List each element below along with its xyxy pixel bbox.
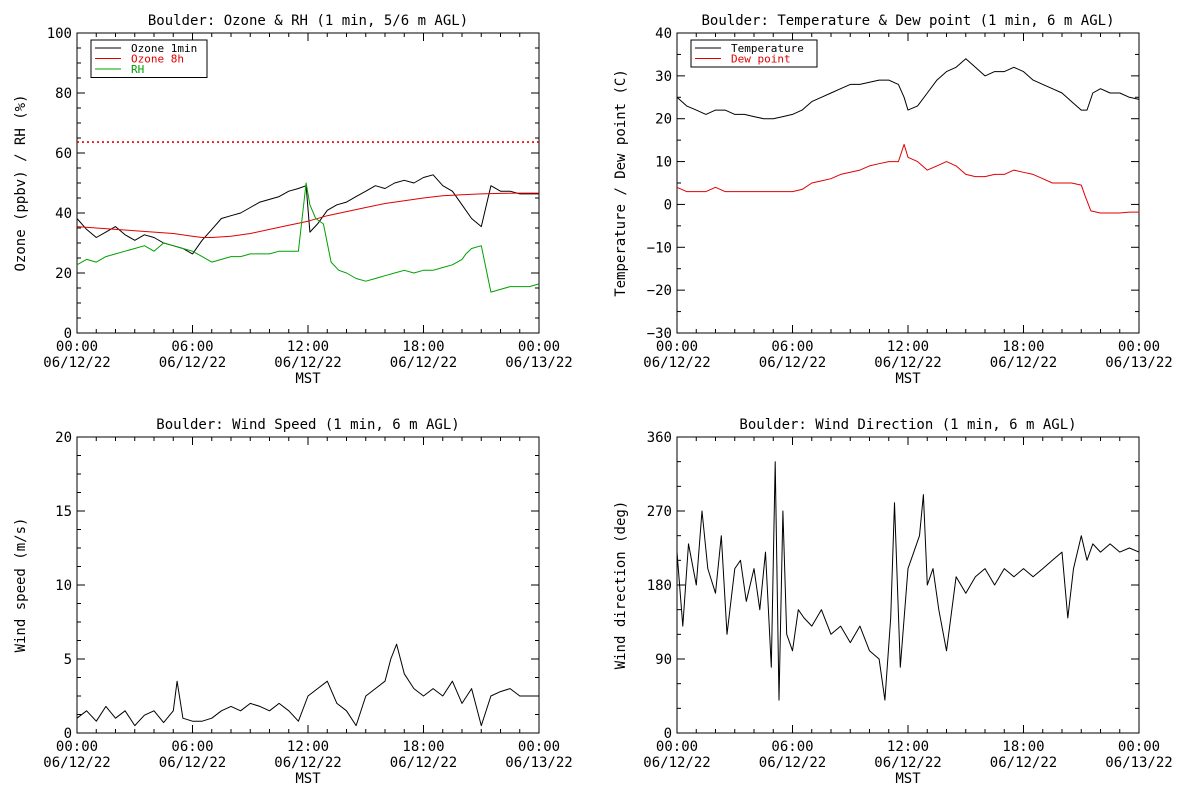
- y-tick-label-0-3: 60: [55, 146, 72, 162]
- plot-frame-2: [76, 436, 540, 734]
- x-tick-date-2-2: 06/12/22: [274, 755, 341, 771]
- y-tick-label-3-2: 180: [647, 578, 672, 594]
- y-tick-label-0-5: 100: [47, 26, 72, 42]
- x-tick-date-0-2: 06/12/22: [274, 355, 341, 371]
- x-tick-time-0-1: 06:00: [171, 339, 213, 355]
- y-tick-label-1-4: 10: [655, 155, 672, 171]
- y-tick-label-1-1: −20: [647, 283, 672, 299]
- x-tick-time-0-2: 12:00: [287, 339, 329, 355]
- x-tick-time-0-3: 18:00: [402, 339, 444, 355]
- y-tick-label-3-1: 90: [655, 652, 672, 668]
- y-tick-label-3-0: 0: [664, 726, 672, 742]
- y-tick-label-2-3: 15: [55, 504, 72, 520]
- x-tick-time-2-2: 12:00: [287, 739, 329, 755]
- x-tick-date-0-3: 06/12/22: [390, 355, 457, 371]
- y-tick-label-2-4: 20: [55, 430, 72, 446]
- x-tick-time-1-3: 18:00: [1002, 339, 1044, 355]
- y-tick-label-2-1: 5: [64, 652, 72, 668]
- y-tick-label-1-5: 20: [655, 112, 672, 128]
- x-tick-time-2-0: 00:00: [56, 739, 98, 755]
- series-line-0-2: [76, 182, 540, 293]
- x-tick-time-1-4: 00:00: [1118, 339, 1160, 355]
- legend-entry-0-2: RH: [131, 63, 144, 76]
- x-tick-date-3-2: 06/12/22: [874, 755, 941, 771]
- y-tick-label-0-0: 0: [64, 326, 72, 342]
- series-line-2-0: [76, 643, 539, 727]
- legend-box-1: [690, 39, 818, 68]
- x-tick-date-3-1: 06/12/22: [759, 755, 826, 771]
- x-axis-label-3: MST: [895, 771, 921, 787]
- x-tick-date-1-2: 06/12/22: [874, 355, 941, 371]
- x-tick-time-1-0: 00:00: [656, 339, 698, 355]
- x-axis-label-1: MST: [895, 371, 921, 387]
- y-tick-label-3-4: 360: [647, 430, 672, 446]
- x-tick-date-2-3: 06/12/22: [390, 755, 457, 771]
- x-axis-label-2: MST: [295, 771, 321, 787]
- plot-frame-3: [676, 436, 1140, 734]
- x-tick-time-0-4: 00:00: [518, 339, 560, 355]
- y-tick-label-1-6: 30: [655, 69, 672, 85]
- y-tick-label-0-1: 20: [55, 266, 72, 282]
- y-axis-label-3: Wind direction (deg): [613, 501, 629, 670]
- x-tick-time-1-1: 06:00: [771, 339, 813, 355]
- x-tick-date-3-0: 06/12/22: [643, 755, 710, 771]
- legend-entry-1-0: Temperature: [731, 42, 804, 55]
- x-tick-date-0-4: 06/13/22: [505, 355, 572, 371]
- x-tick-time-1-2: 12:00: [887, 339, 929, 355]
- y-tick-label-0-2: 40: [55, 206, 72, 222]
- x-tick-date-3-4: 06/13/22: [1105, 755, 1172, 771]
- y-tick-label-1-7: 40: [655, 26, 672, 42]
- y-axis-label-1: Temperature / Dew point (C): [613, 69, 629, 297]
- chart-title-2: Boulder: Wind Speed (1 min, 6 m AGL): [156, 417, 459, 433]
- x-tick-date-2-4: 06/13/22: [505, 755, 572, 771]
- chart-title-0: Boulder: Ozone & RH (1 min, 5/6 m AGL): [148, 13, 468, 29]
- y-axis-label-2: Wind speed (m/s): [13, 518, 29, 653]
- x-tick-date-3-3: 06/12/22: [990, 755, 1057, 771]
- x-tick-date-1-0: 06/12/22: [643, 355, 710, 371]
- x-tick-time-0-0: 00:00: [56, 339, 98, 355]
- series-line-0-1: [76, 192, 539, 238]
- y-tick-label-1-3: 0: [664, 197, 672, 213]
- x-tick-date-1-4: 06/13/22: [1105, 355, 1172, 371]
- chart-title-1: Boulder: Temperature & Dew point (1 min,…: [701, 13, 1114, 29]
- x-tick-date-2-0: 06/12/22: [43, 755, 110, 771]
- legend-entry-0-1: Ozone 8h: [131, 53, 184, 66]
- series-line-1-1: [676, 143, 1139, 214]
- chart-title-3: Boulder: Wind Direction (1 min, 6 m AGL): [739, 417, 1076, 433]
- legend-entry-1-1: Dew point: [731, 53, 791, 66]
- x-tick-time-3-1: 06:00: [771, 739, 813, 755]
- y-tick-label-0-4: 80: [55, 86, 72, 102]
- x-tick-date-1-1: 06/12/22: [759, 355, 826, 371]
- series-line-1-0: [676, 58, 1140, 120]
- x-tick-time-3-3: 18:00: [1002, 739, 1044, 755]
- y-tick-label-2-2: 10: [55, 578, 72, 594]
- x-tick-time-3-2: 12:00: [887, 739, 929, 755]
- series-line-3-0: [676, 461, 1140, 701]
- x-tick-date-2-1: 06/12/22: [159, 755, 226, 771]
- x-tick-date-0-0: 06/12/22: [43, 355, 110, 371]
- x-tick-date-0-1: 06/12/22: [159, 355, 226, 371]
- x-tick-time-3-0: 00:00: [656, 739, 698, 755]
- y-tick-label-3-3: 270: [647, 504, 672, 520]
- legend-entry-0-0: Ozone 1min: [131, 42, 197, 55]
- x-tick-time-2-3: 18:00: [402, 739, 444, 755]
- y-tick-label-1-2: −10: [647, 240, 672, 256]
- x-tick-time-2-4: 00:00: [518, 739, 560, 755]
- y-axis-label-0: Ozone (ppbv) / RH (%): [13, 94, 29, 271]
- x-tick-date-1-3: 06/12/22: [990, 355, 1057, 371]
- x-axis-label-0: MST: [295, 371, 321, 387]
- x-tick-time-2-1: 06:00: [171, 739, 213, 755]
- x-tick-time-3-4: 00:00: [1118, 739, 1160, 755]
- y-tick-label-1-0: −30: [647, 326, 672, 342]
- series-line-0-0: [76, 174, 539, 255]
- y-tick-label-2-0: 0: [64, 726, 72, 742]
